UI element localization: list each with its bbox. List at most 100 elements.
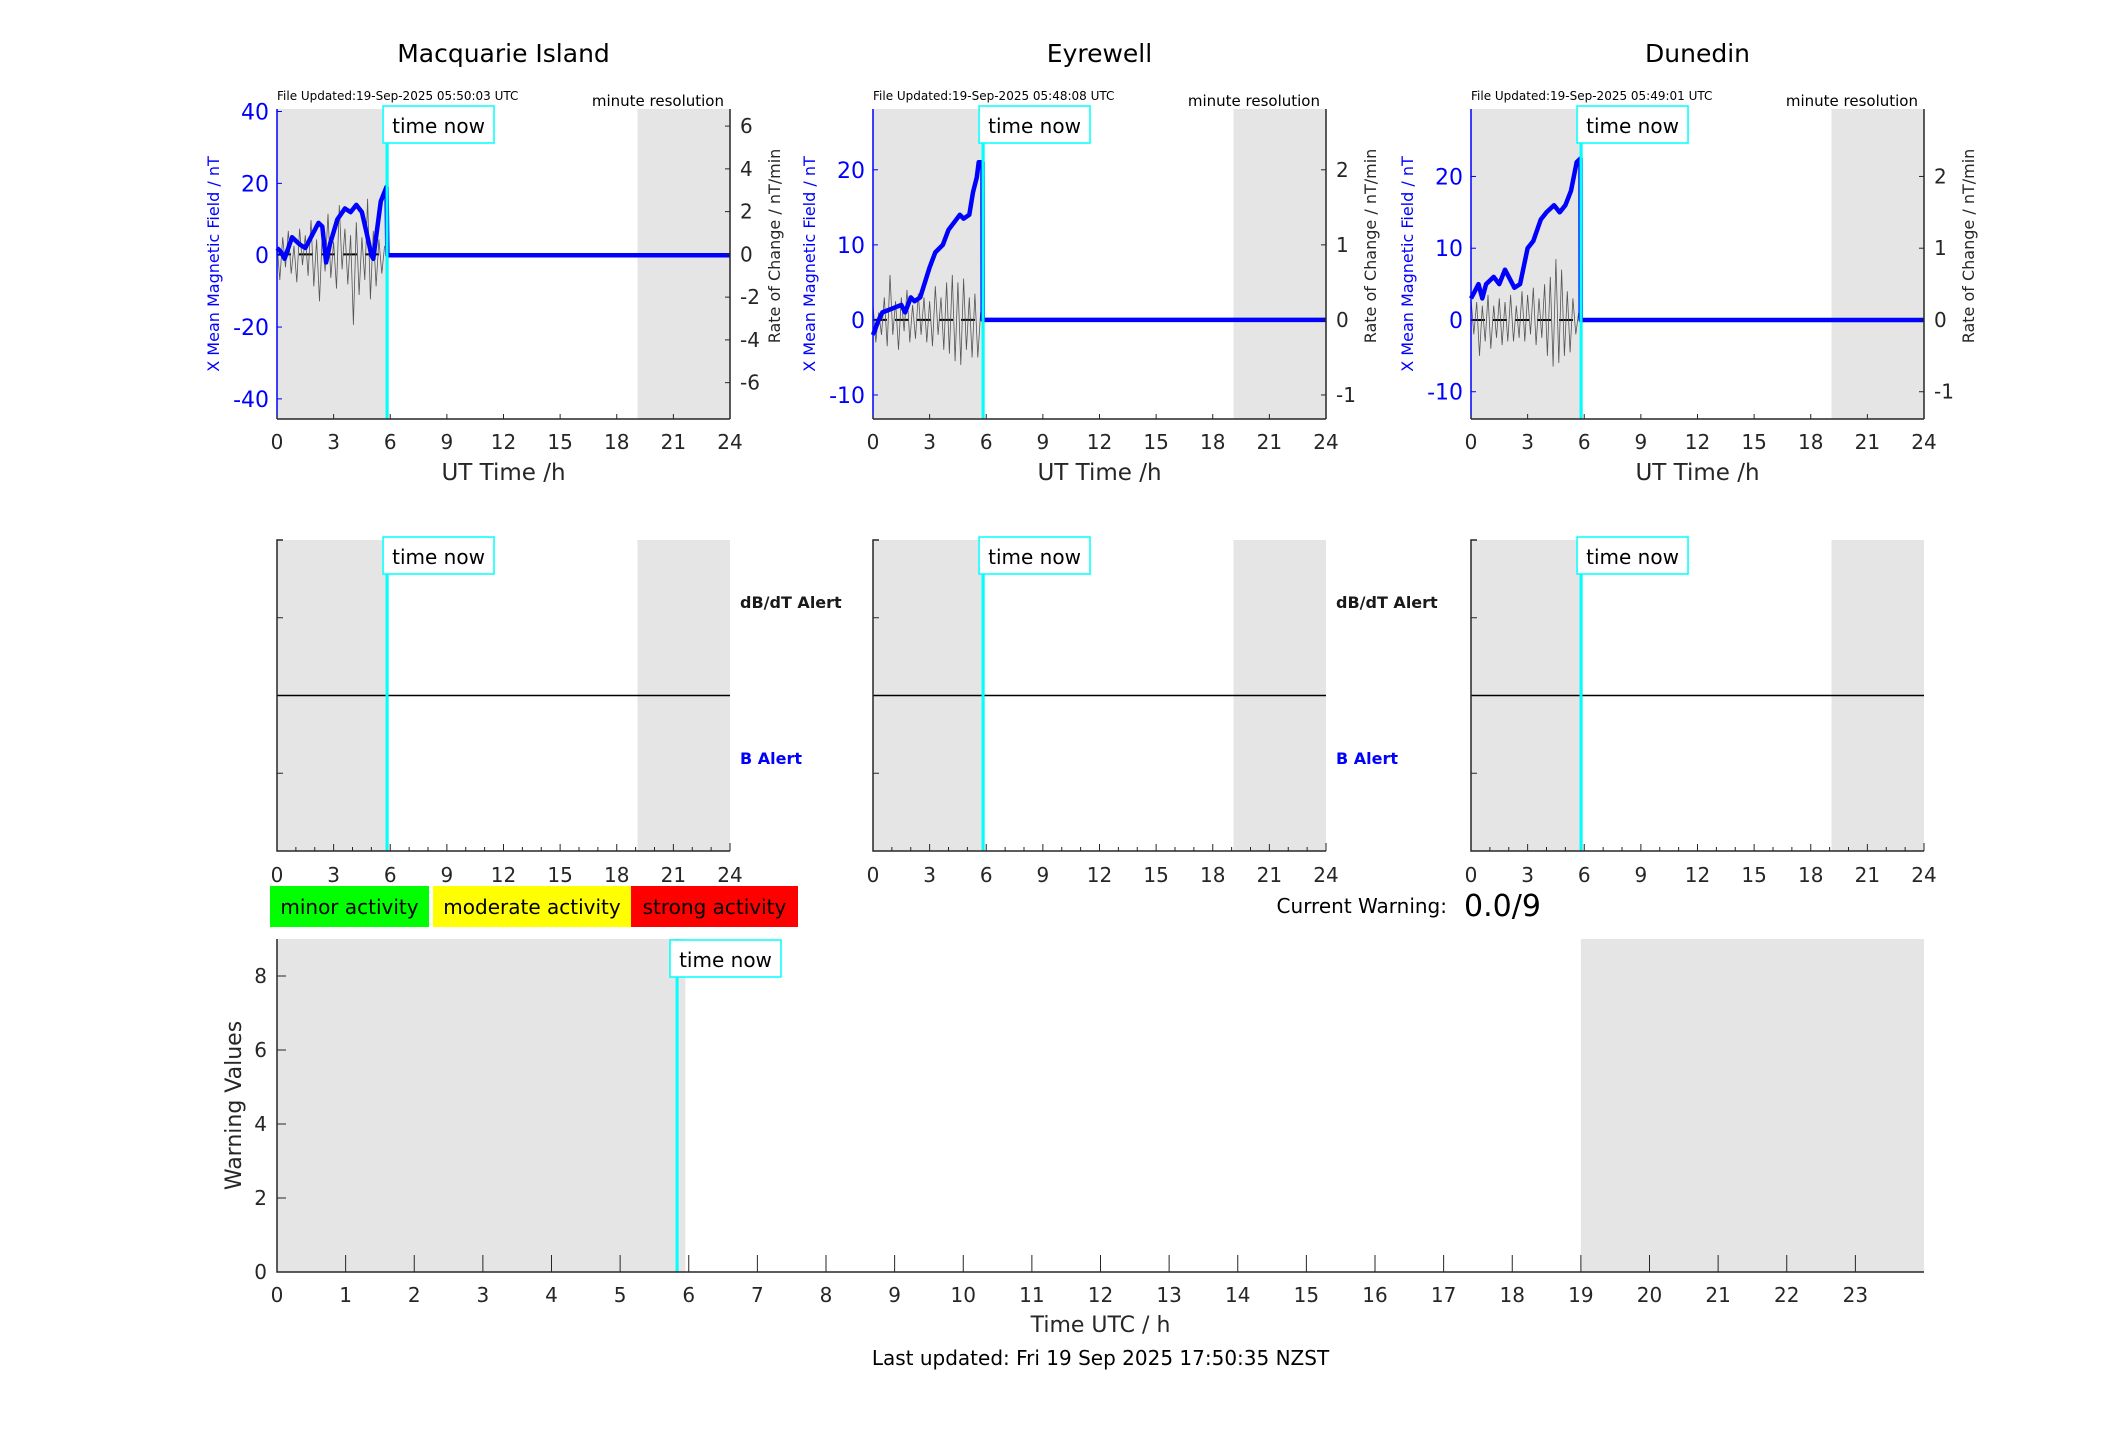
y-tick-label: 2 <box>254 1186 267 1210</box>
y-left-tick-label: 0 <box>1449 309 1463 334</box>
x-tick-label: 12 <box>491 430 516 454</box>
x-tick-label: 18 <box>1798 863 1823 887</box>
station-panel-macquarie-island: Macquarie Island File Updated:19-Sep-2025… <box>204 39 784 486</box>
y-axis-label: Warning Values <box>222 1021 247 1190</box>
time-now-label: time now <box>669 939 782 978</box>
rate-of-change-series <box>1470 258 1579 367</box>
time-now-label: time now <box>382 536 495 575</box>
y-left-tick-label: 20 <box>241 172 269 197</box>
x-tick-label: 6 <box>980 430 993 454</box>
x-tick-label: 15 <box>1143 863 1168 887</box>
x-tick-label: 9 <box>441 863 454 887</box>
x-tick-label: 12 <box>1087 430 1112 454</box>
x-tick-label: 12 <box>1685 430 1710 454</box>
x-tick-label: 0 <box>271 1283 284 1307</box>
x-tick-label: 16 <box>1362 1283 1387 1307</box>
time-now-text: time now <box>1586 114 1679 138</box>
alert-panel: time now 0 3 6 9 12 15 18 21 24 dB/dT Alert B Alert <box>271 536 842 887</box>
x-field-series <box>870 160 1326 336</box>
y-tick-label: 4 <box>254 1112 267 1136</box>
x-tick-label: 15 <box>1143 430 1168 454</box>
y-left-tick-label: 10 <box>1435 237 1463 262</box>
x-tick-label: 18 <box>1200 863 1225 887</box>
x-tick-label: 0 <box>1465 430 1478 454</box>
x-tick-label: 12 <box>1088 1283 1113 1307</box>
y-right-tick-label: 1 <box>1336 233 1349 257</box>
station-title: Dunedin <box>1645 39 1750 68</box>
time-now-box <box>382 536 495 575</box>
y-right-tick-label: 2 <box>1336 158 1349 182</box>
time-now-box <box>382 105 495 144</box>
y-tick-label: 8 <box>254 964 267 988</box>
y-left-axis-label: X Mean Magnetic Field / nT <box>1398 156 1417 372</box>
x-tick-label: 24 <box>1313 863 1338 887</box>
station-panel-eyrewell: Eyrewell File Updated:19-Sep-2025 05:48:0… <box>800 39 1380 486</box>
legend-moderate-label: moderate activity <box>443 895 621 919</box>
y-tick-label: 0 <box>254 1260 267 1284</box>
x-tick-label: 9 <box>1037 863 1050 887</box>
y-right-tick-label: 0 <box>1934 308 1947 332</box>
x-tick-label: 24 <box>717 863 742 887</box>
x-field-series <box>1469 156 1924 323</box>
y-left-tick-label: 20 <box>837 159 865 184</box>
x-tick-label: 17 <box>1431 1283 1456 1307</box>
station-panel-dunedin: Dunedin File Updated:19-Sep-2025 05:49:01… <box>1398 39 1978 486</box>
night-shading <box>1831 109 1924 419</box>
time-now-box <box>669 939 782 978</box>
alert-panel: time now 0 3 6 9 12 15 18 21 24 dB/dT Alert B Alert <box>867 536 1438 887</box>
legend-strong-swatch <box>631 886 798 927</box>
x-tick-label: 9 <box>1635 863 1648 887</box>
time-now-box <box>978 536 1091 575</box>
y-left-tick-label: 20 <box>1435 165 1463 190</box>
time-now-text: time now <box>988 114 1081 138</box>
resolution-text: minute resolution <box>1188 92 1320 110</box>
time-now-label: time now <box>978 105 1091 144</box>
legend-minor-label: minor activity <box>280 895 418 919</box>
x-tick-label: 3 <box>477 1283 490 1307</box>
x-axis-label: UT Time /h <box>1635 460 1759 486</box>
night-shading <box>277 939 686 1272</box>
y-left-tick-label: -10 <box>829 384 865 409</box>
file-updated-text: File Updated:19-Sep-2025 05:48:08 UTC <box>873 89 1114 103</box>
y-tick-label: 6 <box>254 1038 267 1062</box>
y-right-axis-label: Rate of Change / nT/min <box>765 149 784 344</box>
y-right-tick-label: -6 <box>740 371 760 395</box>
x-tick-label: 6 <box>1578 863 1591 887</box>
x-tick-label: 2 <box>408 1283 421 1307</box>
x-tick-label: 23 <box>1843 1283 1868 1307</box>
x-tick-label: 15 <box>547 430 572 454</box>
x-tick-label: 8 <box>820 1283 833 1307</box>
time-now-text: time now <box>679 948 772 972</box>
x-tick-label: 0 <box>271 863 284 887</box>
y-left-tick-label: 0 <box>851 309 865 334</box>
file-updated-text: File Updated:19-Sep-2025 05:49:01 UTC <box>1471 89 1712 103</box>
x-tick-label: 12 <box>1685 863 1710 887</box>
x-tick-label: 6 <box>980 863 993 887</box>
y-left-tick-label: 10 <box>837 234 865 259</box>
x-tick-label: 0 <box>1465 863 1478 887</box>
time-now-box <box>1576 536 1689 575</box>
x-tick-label: 3 <box>923 863 936 887</box>
y-right-tick-label: 2 <box>1934 164 1947 188</box>
x-tick-label: 12 <box>491 863 516 887</box>
y-left-tick-label: 0 <box>255 244 269 269</box>
x-tick-label: 0 <box>867 863 880 887</box>
x-tick-label: 18 <box>604 863 629 887</box>
x-tick-label: 14 <box>1225 1283 1250 1307</box>
x-tick-label: 6 <box>682 1283 695 1307</box>
current-warning-label: Current Warning: <box>1277 894 1447 918</box>
x-tick-label: 21 <box>1705 1283 1730 1307</box>
x-tick-label: 10 <box>951 1283 976 1307</box>
night-shading <box>1580 939 1924 1272</box>
time-now-box <box>1576 105 1689 144</box>
legend-moderate-swatch <box>433 886 631 927</box>
x-tick-label: 22 <box>1774 1283 1799 1307</box>
x-tick-label: 3 <box>923 430 936 454</box>
x-tick-label: 24 <box>1313 430 1338 454</box>
x-field-series <box>275 184 730 265</box>
x-tick-label: 0 <box>867 430 880 454</box>
time-now-label: time now <box>382 105 495 144</box>
x-tick-label: 12 <box>1087 863 1112 887</box>
y-right-tick-label: 4 <box>740 157 753 181</box>
